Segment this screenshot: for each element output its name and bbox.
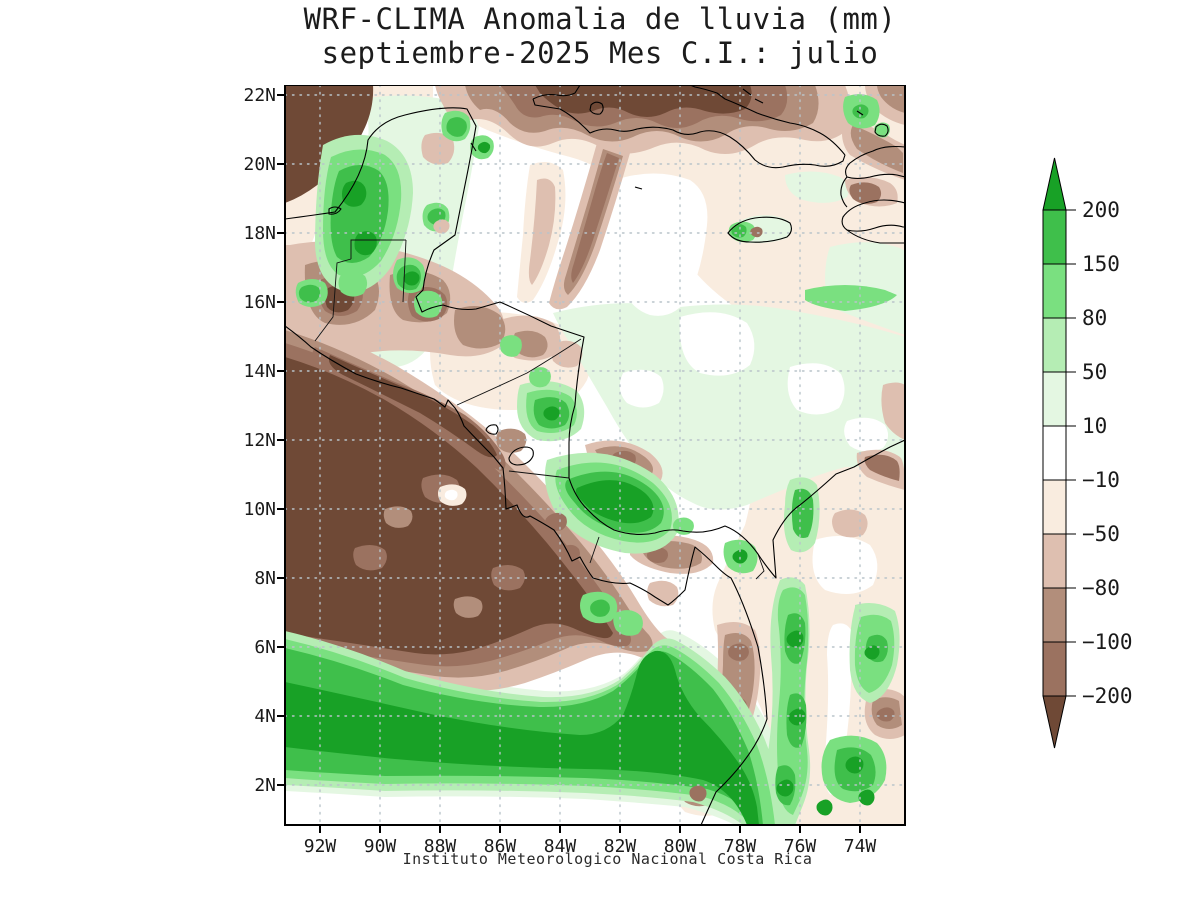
colorbar-label: 150 [1082, 252, 1120, 276]
gridlines [285, 85, 905, 825]
colorbar-label: −100 [1082, 630, 1133, 654]
hispaniola-west-gulf [840, 176, 848, 208]
lon-label: 84W [543, 836, 577, 857]
colorbar-label: −10 [1082, 468, 1120, 492]
lon-label: 76W [783, 836, 817, 857]
colorbar-ticks [1043, 209, 1076, 697]
lon-label: 78W [723, 836, 757, 857]
colorbar-label: 10 [1082, 414, 1107, 438]
isle-of-youth [589, 101, 604, 115]
hispaniola-south-coast [846, 229, 905, 244]
hispaniola-north-claw [844, 145, 905, 180]
lat-label: 2N [254, 775, 276, 796]
colorbar-segments [1042, 209, 1067, 697]
lat-label: 14N [243, 361, 276, 382]
country-borders [314, 239, 765, 580]
costa-rica-wet-core [575, 480, 654, 524]
lon-label: 82W [603, 836, 637, 857]
lat-label: 10N [243, 499, 276, 520]
colorbar-label: 200 [1082, 198, 1120, 222]
bahamas-cays [742, 88, 864, 116]
map-frame [284, 85, 906, 826]
lon-label: 80W [663, 836, 697, 857]
terminos-lagoon [328, 206, 342, 215]
lon-label: 74W [843, 836, 877, 857]
colorbar-labels: 200 150 80 50 10 −10 −50 −80 −100 −200 [1082, 198, 1133, 708]
chart-title: WRF-CLIMA Anomalia de lluvia (mm) [303, 2, 897, 36]
lat-label: 18N [243, 223, 276, 244]
lon-label: 90W [363, 836, 397, 857]
dry-blob-texture [353, 474, 525, 618]
contour-greens-l0 [285, 141, 880, 825]
lat-label: 20N [243, 154, 276, 175]
jamaica-coast [727, 216, 793, 243]
colorbar-label: −80 [1082, 576, 1120, 600]
caribbean-coast [285, 107, 905, 579]
cuba-south-coast [532, 98, 846, 169]
lon-label: 86W [483, 836, 517, 857]
cuba-west-tip [532, 85, 581, 100]
itcz-wet-core [285, 650, 759, 825]
gulf-dry-core [535, 85, 752, 117]
chart-subtitle: septiembre-2025 Mes C.I.: julio [321, 36, 879, 70]
pacific-coast [285, 325, 768, 825]
colorbar-label: 50 [1082, 360, 1107, 384]
lon-label: 88W [423, 836, 457, 857]
colorbar-bottom-arrow [1042, 695, 1067, 749]
colorbar-top-arrow [1042, 157, 1067, 211]
lake-nicaragua [508, 446, 534, 466]
inagua-cay [874, 123, 889, 137]
colorbar-label: 80 [1082, 306, 1107, 330]
lat-label: 22N [243, 85, 276, 106]
lat-label: 4N [254, 706, 276, 727]
colorbar: 200 150 80 50 10 −10 −50 −80 −100 −200 [1042, 157, 1133, 749]
cuba-north-coast [689, 85, 846, 156]
cozumel [470, 142, 477, 152]
attribution-text: Instituto Meteorologico Nacional Costa R… [402, 850, 813, 868]
coastlines [285, 85, 905, 825]
pacific-dry-blob [285, 357, 613, 655]
colorbar-label: −50 [1082, 522, 1120, 546]
lat-label: 8N [254, 568, 276, 589]
colorbar-label: −200 [1082, 684, 1133, 708]
lat-label: 12N [243, 430, 276, 451]
axis-ticks [277, 94, 861, 833]
lat-label: 6N [254, 637, 276, 658]
hispaniola-south-claw [841, 199, 905, 232]
lat-label: 16N [243, 292, 276, 313]
lon-label: 92W [303, 836, 337, 857]
cayman [634, 186, 643, 190]
anomaly-map [277, 85, 906, 833]
lake-managua [485, 424, 499, 435]
